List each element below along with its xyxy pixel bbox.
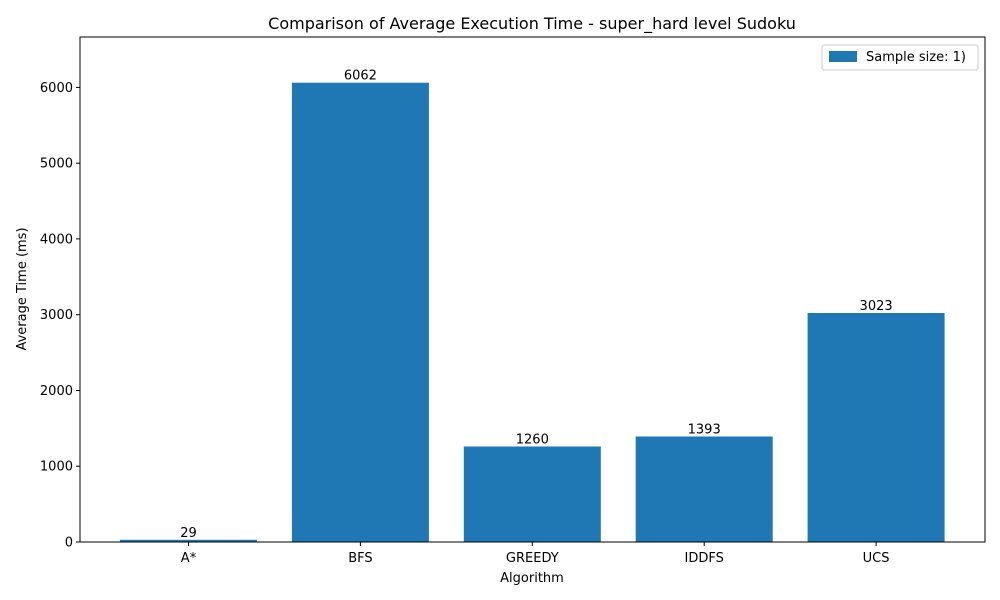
x-tick-label-0: A* <box>181 551 197 566</box>
data-label-4: 3023 <box>860 299 893 314</box>
data-labels-group: 29 6062 1260 1393 3023 <box>180 69 892 541</box>
x-tick-label-2: GREEDY <box>506 551 559 566</box>
legend: Sample size: 1) <box>821 44 979 71</box>
legend-label: Sample size: 1) <box>866 50 966 65</box>
x-tick-label-4: UCS <box>863 551 890 566</box>
y-tick-label-5: 5000 <box>40 157 73 172</box>
legend-box <box>821 44 979 71</box>
data-label-0: 29 <box>180 526 197 541</box>
x-tick-label-3: IDDFS <box>685 551 724 566</box>
data-label-2: 1260 <box>516 433 549 448</box>
bar-3 <box>635 436 773 542</box>
y-tick-label-1: 1000 <box>40 460 73 475</box>
data-label-3: 1393 <box>688 423 721 438</box>
y-tick-label-2: 2000 <box>40 384 73 399</box>
x-tick-label-1: BFS <box>348 551 372 566</box>
chart-title: Comparison of Average Execution Time - s… <box>268 14 796 34</box>
bar-2 <box>463 446 601 542</box>
data-label-1: 6062 <box>344 69 377 84</box>
y-axis: 0 1000 2000 3000 4000 5000 6000 <box>40 81 80 551</box>
legend-swatch <box>829 51 857 62</box>
bar-4 <box>807 313 945 542</box>
y-tick-label-6: 6000 <box>40 81 73 96</box>
y-tick-label-3: 3000 <box>40 308 73 323</box>
bar-1 <box>291 82 429 542</box>
bars-group <box>120 82 945 542</box>
y-axis-label: Average Time (ms) <box>15 227 30 350</box>
x-axis-label: Algorithm <box>500 571 564 586</box>
y-tick-label-4: 4000 <box>40 232 73 247</box>
y-tick-label-0: 0 <box>65 536 73 551</box>
bar-0 <box>120 539 257 542</box>
x-axis: A* BFS GREEDY IDDFS UCS <box>181 542 890 566</box>
